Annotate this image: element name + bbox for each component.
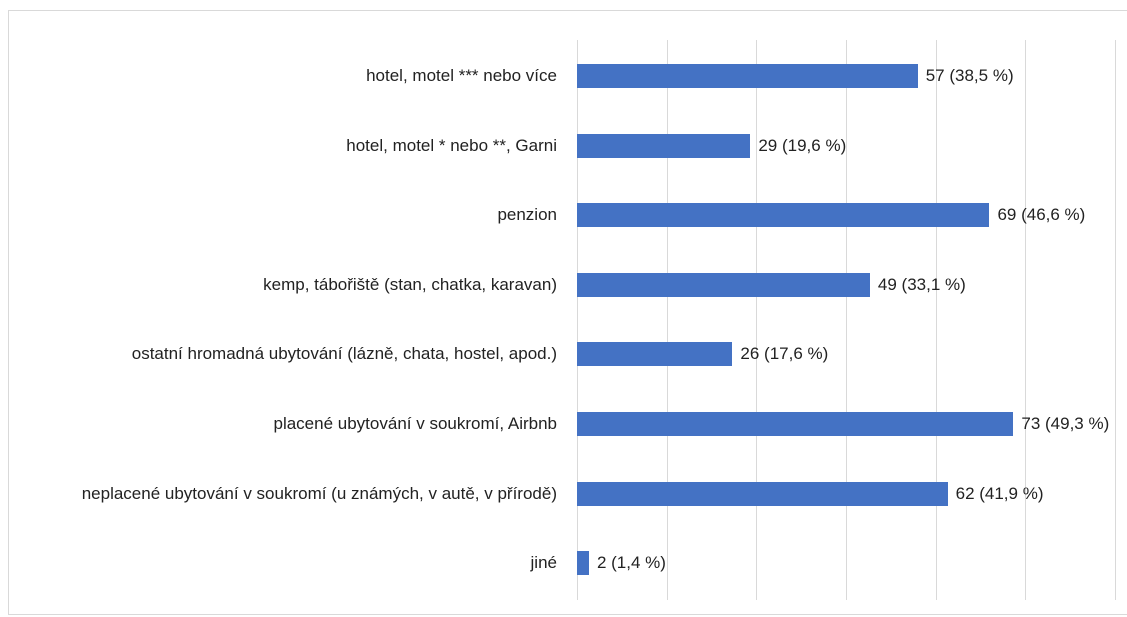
value-label: 62 (41,9 %) [955,483,1044,503]
grid-line [1115,40,1116,600]
category-label: penzion [497,205,557,225]
grid-line [666,40,668,600]
bar [577,481,948,506]
bar [577,203,990,228]
category-label: jiné [530,553,557,573]
category-label: kemp, tábořiště (stan, chatka, karavan) [263,274,557,294]
category-label: hotel, motel *** nebo více [366,66,557,85]
bar [577,133,751,158]
bar [577,551,589,576]
value-label: 26 (17,6 %) [740,344,829,364]
bar [577,342,733,367]
grid-line [1025,40,1027,600]
category-label: hotel, motel * nebo **, Garni [346,135,557,155]
bar [577,272,870,297]
category-label: placené ubytování v soukromí, Airbnb [273,414,558,433]
grid-line [577,40,578,600]
value-label: 2 (1,4 %) [596,553,666,573]
chart-frame [8,10,1127,615]
grid-line [935,40,937,600]
value-label: 57 (38,5 %) [925,66,1014,85]
bar [577,64,918,88]
grid-line [846,40,847,600]
value-label: 49 (33,1 %) [877,274,966,294]
grid-line [756,40,758,600]
value-label: 73 (49,3 %) [1021,414,1110,433]
value-label: 69 (46,6 %) [997,205,1086,225]
category-label: neplacené ubytování v soukromí (u známýc… [81,483,557,503]
value-label: 29 (19,6 %) [758,135,847,155]
category-label: ostatní hromadná ubytování (lázně, chata… [131,344,557,364]
bar [577,412,1014,436]
